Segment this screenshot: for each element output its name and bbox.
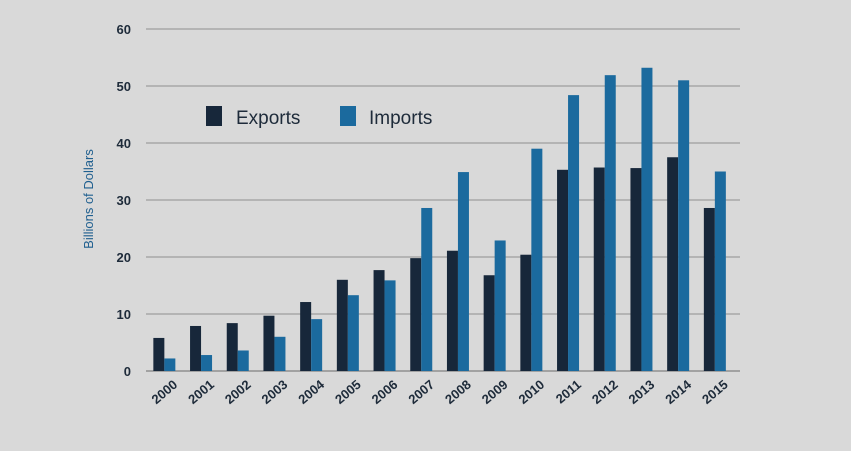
x-tick-label: 2010 [515,377,547,407]
y-tick-labels: 0 10 20 30 40 50 60 [117,22,131,379]
bar-exports-2014 [667,157,679,371]
bar-exports-2000 [153,337,165,371]
x-tick-label: 2002 [222,377,254,407]
bar-exports-2011 [557,169,569,371]
y-tick-label: 50 [117,79,131,94]
legend-swatch-exports [206,106,222,126]
y-axis-label: Billions of Dollars [81,149,96,249]
x-tick-label: 2003 [259,377,291,407]
bar-exports-2006 [373,270,385,371]
y-tick-label: 20 [117,250,131,265]
bar-exports-2004 [300,302,312,371]
x-tick-label: 2013 [626,377,658,407]
y-tick-label: 10 [117,307,131,322]
bar-imports-2002 [237,350,249,371]
x-tick-labels: 2000 2001 2002 2003 2004 2005 2006 2007 2008 2009… [148,376,730,407]
bar-imports-2011 [568,95,580,372]
x-tick-label: 2015 [699,377,731,407]
bar-imports-2004 [311,319,323,371]
bar-exports-2003 [263,315,275,371]
bar-imports-2009 [494,240,506,371]
y-tick-label: 40 [117,136,131,151]
bar-imports-2008 [457,172,469,371]
bar-exports-2012 [593,167,605,371]
x-tick-label: 2011 [553,377,584,407]
bar-exports-2013 [630,168,642,371]
x-tick-label: 2004 [295,376,327,407]
bar-imports-2005 [347,295,359,371]
bar-exports-2005 [336,279,348,371]
bar-exports-2009 [483,275,495,371]
x-tick-label: 2007 [405,377,437,407]
bar-imports-2003 [274,336,286,371]
x-tick-label: 2009 [479,377,511,407]
bar-imports-2012 [604,75,616,372]
x-tick-label: 2006 [369,377,401,407]
bar-imports-2010 [531,148,543,371]
legend-label-imports: Imports [369,108,432,129]
bar-exports-2007 [410,258,422,371]
x-tick-label: 2008 [442,377,474,407]
x-tick-label: 2005 [332,377,364,407]
x-tick-label: 2012 [589,377,621,407]
bar-imports-2015 [714,171,726,371]
legend: Exports Imports [206,106,432,129]
bar-exports-2010 [520,254,532,371]
bar-imports-2013 [641,67,653,371]
y-tick-label: 0 [124,364,131,379]
bar-imports-2000 [164,358,176,371]
bar-imports-2014 [678,80,690,372]
x-tick-label: 2014 [662,376,694,407]
x-tick-label: 2001 [185,377,217,407]
y-tick-label: 60 [117,22,131,37]
bar-exports-2008 [446,250,458,371]
bar-imports-2006 [384,280,396,371]
bar-exports-2002 [226,323,238,371]
bar-exports-2015 [703,207,715,371]
bar-exports-2001 [190,325,202,371]
bar-imports-2007 [421,207,433,371]
legend-swatch-imports [340,106,356,126]
y-tick-label: 30 [117,193,131,208]
bars [153,67,726,372]
bar-imports-2001 [201,355,213,371]
x-tick-label: 2000 [148,377,180,407]
legend-label-exports: Exports [236,108,300,129]
